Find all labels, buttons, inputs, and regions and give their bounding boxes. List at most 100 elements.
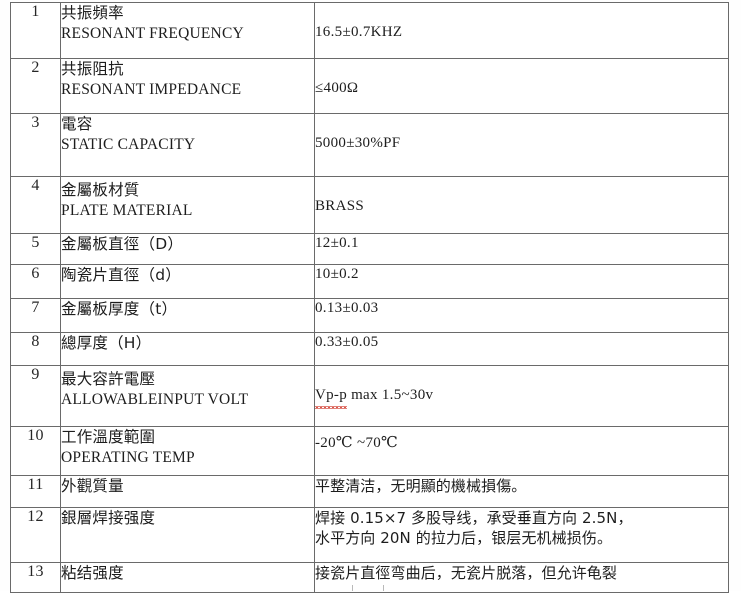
- table-row: 1 共振頻率 RESONANT FREQUENCY 16.5±0.7KHZ: [10, 2, 729, 59]
- value-text: 12±0.1: [315, 235, 359, 251]
- table-row: 5 金屬板直徑（D） 12±0.1: [10, 233, 729, 265]
- row-number-cell: 12: [10, 507, 61, 563]
- row-number-cell: 2: [10, 58, 61, 114]
- value-cell: 焊接 0.15×7 多股导线，承受垂直方向 2.5N， 水平方向 20N 的拉力…: [314, 507, 729, 563]
- value-text-line1: 焊接 0.15×7 多股导线，承受垂直方向 2.5N，: [315, 509, 633, 527]
- item-label-en: OPERATING TEMP: [61, 448, 195, 466]
- value-cell: Vp-p max 1.5~30v: [314, 365, 729, 427]
- row-number: 2: [31, 59, 40, 76]
- table-row: 13 粘结强度 接瓷片直徑弯曲后，无瓷片脱落，但允许龟裂: [10, 562, 729, 593]
- item-cell: 金屬板材質 PLATE MATERIAL: [60, 176, 315, 234]
- table-row: 3 電容 STATIC CAPACITY 5000±30%PF: [10, 113, 729, 177]
- value-spacer: [315, 114, 728, 134]
- item-label-cn: 金屬板材質: [61, 181, 140, 199]
- row-number: 4: [31, 177, 40, 194]
- row-number: 6: [31, 265, 40, 282]
- value-text: BRASS: [315, 198, 365, 214]
- value-cell: -20℃ ~70℃: [314, 426, 729, 476]
- item-label-cn: 工作溫度範圍: [61, 428, 156, 446]
- item-label-cn: 金屬板厚度（t）: [61, 300, 178, 318]
- value-spacer: [315, 3, 728, 23]
- value-text-line2: 水平方向 20N 的拉力后，银层无机械损伤。: [315, 529, 613, 548]
- item-label-cn: 粘结强度: [61, 564, 124, 582]
- specification-table: 1 共振頻率 RESONANT FREQUENCY 16.5±0.7KHZ 2 …: [10, 2, 729, 593]
- item-label-en: RESONANT FREQUENCY: [61, 24, 244, 42]
- value-cell: 0.33±0.05: [314, 332, 729, 366]
- value-cell: 5000±30%PF: [314, 113, 729, 177]
- item-label-cn: 陶瓷片直徑（d）: [61, 266, 181, 284]
- table-body: 1 共振頻率 RESONANT FREQUENCY 16.5±0.7KHZ 2 …: [10, 2, 729, 593]
- row-number-cell: 11: [10, 475, 61, 508]
- value-cell: 12±0.1: [314, 233, 729, 265]
- row-number: 13: [27, 563, 44, 580]
- value-cell: ≤400Ω: [314, 58, 729, 114]
- value-spacer: [315, 427, 728, 434]
- table-row: 7 金屬板厚度（t） 0.13±0.03: [10, 298, 729, 333]
- value-cell: 10±0.2: [314, 264, 729, 299]
- value-text: 0.13±0.03: [315, 300, 379, 316]
- value-text: 接瓷片直徑弯曲后，无瓷片脱落，但允许龟裂: [315, 564, 618, 582]
- item-cell: 粘结强度: [60, 562, 315, 593]
- row-number: 3: [31, 114, 40, 131]
- item-cell: 銀層焊接强度: [60, 507, 315, 563]
- table-row: 10 工作溫度範圍 OPERATING TEMP -20℃ ~70℃: [10, 426, 729, 476]
- value-spacer: [315, 366, 728, 386]
- item-label-en: ALLOWABLEINPUT VOLT: [61, 390, 249, 408]
- row-number-cell: 9: [10, 365, 61, 427]
- table-row: 9 最大容許電壓 ALLOWABLEINPUT VOLT Vp-p max 1.…: [10, 365, 729, 427]
- table-row: 11 外觀質量 平整清洁，无明顯的機械損傷。: [10, 475, 729, 508]
- row-number-cell: 3: [10, 113, 61, 177]
- value-text: 平整清洁，无明顯的機械損傷。: [315, 477, 527, 495]
- row-number-cell: 5: [10, 233, 61, 265]
- value-text: 0.33±0.05: [315, 334, 379, 350]
- item-label-cn: 外觀質量: [61, 477, 124, 495]
- row-number-cell: 7: [10, 298, 61, 333]
- row-number: 12: [27, 508, 44, 525]
- value-text: 16.5±0.7KHZ: [315, 24, 403, 40]
- table-row: 2 共振阻抗 RESONANT IMPEDANCE ≤400Ω: [10, 58, 729, 114]
- table-row: 8 總厚度（H） 0.33±0.05: [10, 332, 729, 366]
- value-cell: 平整清洁，无明顯的機械損傷。: [314, 475, 729, 508]
- row-number: 5: [31, 234, 40, 251]
- item-label-cn: 共振頻率: [61, 4, 124, 22]
- value-text-composite: Vp-p max 1.5~30v: [315, 386, 728, 408]
- table-row: 12 銀層焊接强度 焊接 0.15×7 多股导线，承受垂直方向 2.5N， 水平…: [10, 507, 729, 563]
- value-spacer: [315, 59, 728, 79]
- scan-artifact-mark: [383, 585, 384, 591]
- scan-artifact-mark: [352, 585, 353, 591]
- row-number: 1: [31, 3, 40, 20]
- item-label-cn: 共振阻抗: [61, 60, 124, 78]
- item-cell: 外觀質量: [60, 475, 315, 508]
- item-cell: 共振阻抗 RESONANT IMPEDANCE: [60, 58, 315, 114]
- row-number: 8: [31, 333, 40, 350]
- value-cell: BRASS: [314, 176, 729, 234]
- item-label-cn: 電容: [61, 115, 93, 133]
- item-cell: 工作溫度範圍 OPERATING TEMP: [60, 426, 315, 476]
- row-number: 7: [31, 299, 40, 316]
- table-row: 4 金屬板材質 PLATE MATERIAL BRASS: [10, 176, 729, 234]
- item-cell: 共振頻率 RESONANT FREQUENCY: [60, 2, 315, 59]
- value-text: ≤400Ω: [315, 80, 359, 96]
- value-cell: 16.5±0.7KHZ: [314, 2, 729, 59]
- value-text: 5000±30%PF: [315, 135, 401, 151]
- value-text: 10±0.2: [315, 266, 359, 282]
- row-number-cell: 8: [10, 332, 61, 366]
- item-cell: 總厚度（H）: [60, 332, 315, 366]
- item-label-cn: 總厚度（H）: [61, 334, 152, 352]
- item-label-cn: 金屬板直徑（D）: [61, 235, 184, 253]
- item-cell: 陶瓷片直徑（d）: [60, 264, 315, 299]
- item-label-cn: 銀層焊接强度: [61, 509, 156, 527]
- item-label-en: STATIC CAPACITY: [61, 135, 196, 153]
- row-number: 9: [31, 366, 40, 383]
- item-cell: 金屬板直徑（D）: [60, 233, 315, 265]
- item-cell: 電容 STATIC CAPACITY: [60, 113, 315, 177]
- row-number-cell: 6: [10, 264, 61, 299]
- row-number-cell: 1: [10, 2, 61, 59]
- value-text: -20℃ ~70℃: [315, 435, 399, 451]
- row-number: 11: [27, 476, 44, 493]
- item-label-cn: 最大容許電壓: [61, 370, 156, 388]
- row-number-cell: 10: [10, 426, 61, 476]
- row-number: 10: [27, 427, 44, 444]
- value-spacer: [315, 177, 728, 197]
- value-cell: 接瓷片直徑弯曲后，无瓷片脱落，但允许龟裂: [314, 562, 729, 593]
